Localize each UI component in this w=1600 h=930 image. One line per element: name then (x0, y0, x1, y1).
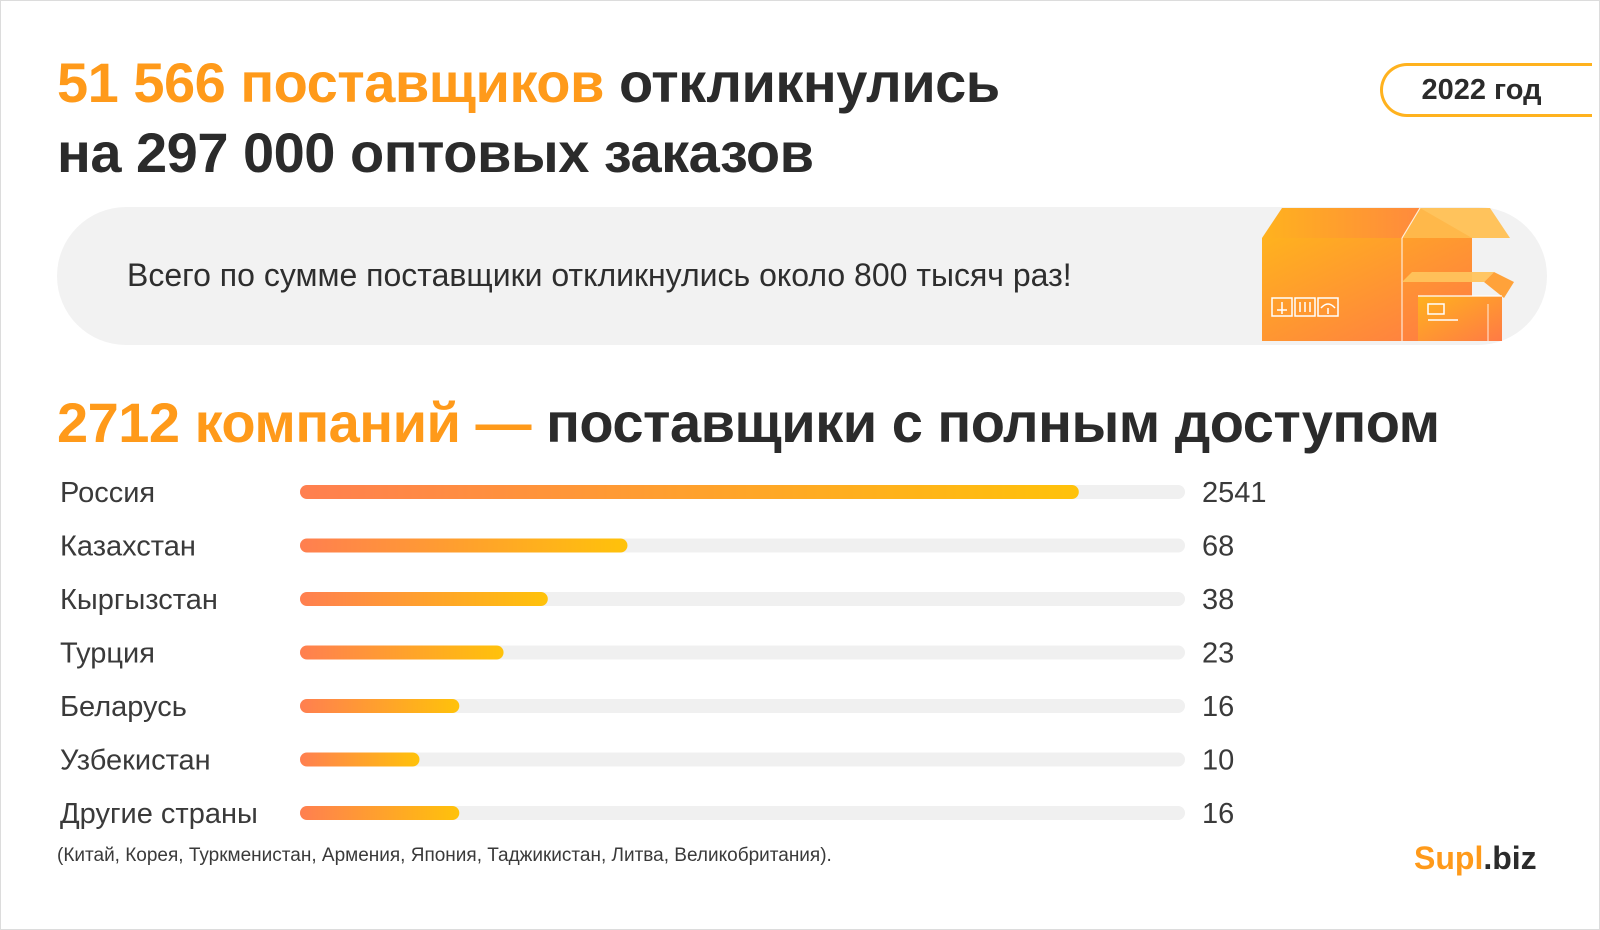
category-label: Турция (60, 638, 155, 670)
page-title: 51 566 поставщиков откликнулись на 297 0… (57, 48, 1000, 188)
category-label: Беларусь (60, 691, 187, 723)
supl-logo: Supl.biz (1414, 840, 1537, 877)
year-badge: 2022 год (1380, 63, 1592, 117)
box-flap-left (1262, 208, 1420, 238)
category-label: Узбекистан (60, 745, 211, 777)
title-line-1: 51 566 поставщиков откликнулись (57, 48, 1000, 118)
category-label: Другие страны (60, 798, 258, 830)
value-label: 10 (1202, 745, 1234, 777)
value-label: 68 (1202, 531, 1234, 563)
bar-track (300, 645, 1185, 660)
banner-text: Всего по сумме поставщики откликнулись о… (127, 257, 1072, 293)
subtitle-rest: поставщики с полным доступом (546, 391, 1440, 454)
small-box-flap (1402, 272, 1494, 282)
chart-title: 2712 компаний — поставщики с полным дост… (57, 388, 1440, 458)
subtitle-highlight: 2712 компаний — (57, 391, 532, 454)
logo-tld: .biz (1483, 840, 1537, 876)
footnote: (Китай, Корея, Туркменистан, Армения, Яп… (57, 845, 832, 866)
bar (300, 485, 1079, 499)
value-label: 16 (1202, 691, 1234, 723)
category-label: Казахстан (60, 531, 196, 563)
category-label: Россия (60, 477, 155, 509)
title-rest: откликнулись (618, 51, 1000, 114)
bar-track (300, 806, 1185, 820)
bar-track (300, 752, 1185, 767)
title-highlight: 51 566 поставщиков (57, 51, 604, 114)
value-label: 16 (1202, 798, 1234, 830)
category-label: Кыргызстан (60, 584, 218, 616)
logo-main: Supl (1414, 840, 1484, 876)
box-flap-side (1420, 208, 1510, 238)
bar (300, 752, 420, 767)
bar (300, 645, 504, 660)
value-label: 38 (1202, 584, 1234, 616)
bar-track (300, 699, 1185, 713)
bar (300, 806, 460, 820)
value-label: 23 (1202, 638, 1234, 670)
boxes-illustration (1262, 207, 1514, 341)
bar (300, 538, 628, 553)
value-label: 2541 (1202, 477, 1267, 509)
bar (300, 592, 548, 606)
bar (300, 699, 460, 713)
title-line-2: на 297 000 оптовых заказов (57, 121, 814, 184)
